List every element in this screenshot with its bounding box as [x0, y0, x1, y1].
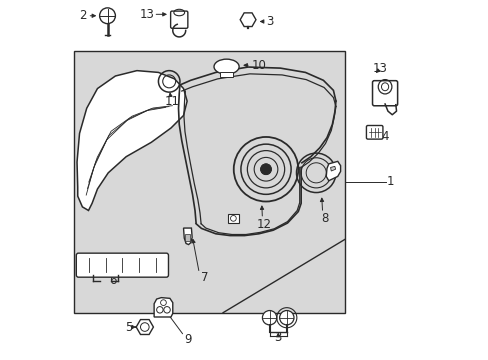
Polygon shape	[183, 228, 192, 244]
Circle shape	[279, 311, 293, 325]
Text: 3: 3	[274, 331, 281, 344]
Text: 8: 8	[321, 212, 328, 225]
Circle shape	[260, 164, 271, 175]
Text: 7: 7	[201, 271, 208, 284]
Text: 9: 9	[183, 333, 191, 346]
Polygon shape	[330, 166, 335, 171]
Text: 1: 1	[386, 175, 393, 188]
Bar	[220, 72, 233, 77]
Text: 3: 3	[265, 15, 273, 28]
Text: 5: 5	[125, 320, 132, 333]
Text: 10: 10	[251, 59, 266, 72]
Polygon shape	[325, 161, 340, 181]
Text: 13: 13	[372, 62, 386, 75]
FancyBboxPatch shape	[372, 81, 397, 106]
Text: 4: 4	[381, 130, 388, 143]
Bar	[74, 51, 344, 313]
Polygon shape	[77, 71, 187, 211]
Circle shape	[100, 8, 115, 24]
Ellipse shape	[214, 59, 239, 74]
Bar	[227, 214, 238, 223]
Text: 12: 12	[256, 218, 271, 231]
Text: 13: 13	[139, 8, 154, 21]
FancyBboxPatch shape	[76, 253, 168, 277]
Polygon shape	[154, 298, 172, 317]
FancyBboxPatch shape	[366, 126, 382, 139]
Text: 2: 2	[79, 9, 86, 22]
Circle shape	[262, 311, 276, 325]
Text: 11: 11	[164, 95, 179, 108]
FancyBboxPatch shape	[170, 11, 187, 28]
Bar	[185, 234, 189, 241]
Text: 6: 6	[109, 274, 117, 287]
